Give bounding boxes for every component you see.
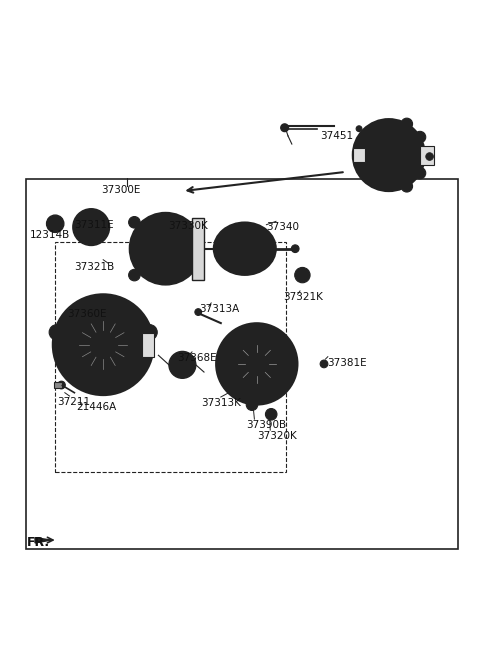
Text: 12314B: 12314B bbox=[30, 230, 71, 240]
Text: 37451: 37451 bbox=[321, 131, 354, 141]
Circle shape bbox=[320, 360, 328, 368]
Text: 37320K: 37320K bbox=[257, 431, 297, 441]
Bar bbox=[142, 333, 154, 357]
Circle shape bbox=[84, 219, 99, 235]
Circle shape bbox=[295, 268, 310, 283]
Bar bbox=[420, 146, 434, 165]
Circle shape bbox=[137, 220, 194, 277]
Text: 21446A: 21446A bbox=[76, 402, 116, 412]
Circle shape bbox=[97, 339, 109, 350]
Circle shape bbox=[223, 330, 290, 398]
Circle shape bbox=[53, 294, 154, 395]
Text: 37321K: 37321K bbox=[283, 292, 323, 302]
Circle shape bbox=[216, 323, 298, 405]
Circle shape bbox=[265, 409, 277, 420]
Text: 37330K: 37330K bbox=[168, 221, 208, 231]
Circle shape bbox=[58, 381, 65, 389]
Circle shape bbox=[236, 240, 253, 257]
Circle shape bbox=[414, 132, 426, 143]
Circle shape bbox=[238, 344, 276, 383]
Circle shape bbox=[60, 301, 146, 388]
Text: FR.: FR. bbox=[26, 536, 49, 549]
Circle shape bbox=[169, 352, 196, 378]
Text: 37368E: 37368E bbox=[178, 353, 217, 363]
Circle shape bbox=[370, 136, 408, 174]
Ellipse shape bbox=[221, 229, 269, 269]
Circle shape bbox=[353, 119, 425, 191]
Bar bbox=[353, 148, 365, 162]
Circle shape bbox=[129, 270, 140, 281]
Circle shape bbox=[268, 411, 274, 417]
Bar bbox=[54, 382, 62, 388]
Circle shape bbox=[401, 180, 413, 192]
Circle shape bbox=[378, 145, 399, 165]
Text: 37360E: 37360E bbox=[67, 309, 107, 319]
Circle shape bbox=[149, 232, 182, 266]
Bar bbox=[55, 242, 286, 472]
Circle shape bbox=[78, 214, 105, 240]
Circle shape bbox=[87, 223, 95, 231]
Circle shape bbox=[90, 331, 117, 358]
Text: 37390B: 37390B bbox=[246, 420, 286, 430]
Bar bbox=[192, 217, 204, 280]
Text: 37381E: 37381E bbox=[327, 357, 367, 368]
Ellipse shape bbox=[214, 222, 276, 275]
Circle shape bbox=[49, 325, 64, 340]
Circle shape bbox=[142, 325, 157, 340]
Circle shape bbox=[77, 318, 130, 371]
Text: 37321B: 37321B bbox=[74, 262, 115, 271]
Circle shape bbox=[291, 245, 299, 253]
Circle shape bbox=[249, 402, 255, 408]
Circle shape bbox=[247, 354, 266, 374]
Circle shape bbox=[426, 153, 433, 160]
Circle shape bbox=[174, 356, 191, 374]
Circle shape bbox=[129, 217, 140, 228]
Bar bbox=[26, 179, 458, 549]
Circle shape bbox=[356, 126, 362, 132]
Text: 37211: 37211 bbox=[58, 396, 91, 406]
Circle shape bbox=[414, 167, 426, 179]
Text: 37313A: 37313A bbox=[199, 304, 240, 314]
Circle shape bbox=[130, 213, 202, 284]
Text: 37313K: 37313K bbox=[202, 398, 241, 408]
Circle shape bbox=[47, 215, 64, 232]
Circle shape bbox=[51, 219, 60, 228]
Text: 37340: 37340 bbox=[266, 222, 300, 232]
Text: 37300E: 37300E bbox=[101, 185, 140, 195]
Text: 37311E: 37311E bbox=[74, 221, 114, 230]
Circle shape bbox=[195, 309, 202, 316]
Circle shape bbox=[281, 124, 288, 132]
Circle shape bbox=[73, 209, 109, 245]
Circle shape bbox=[299, 271, 306, 279]
Polygon shape bbox=[35, 538, 51, 543]
Circle shape bbox=[246, 399, 258, 411]
Circle shape bbox=[401, 118, 413, 130]
Circle shape bbox=[157, 240, 174, 257]
